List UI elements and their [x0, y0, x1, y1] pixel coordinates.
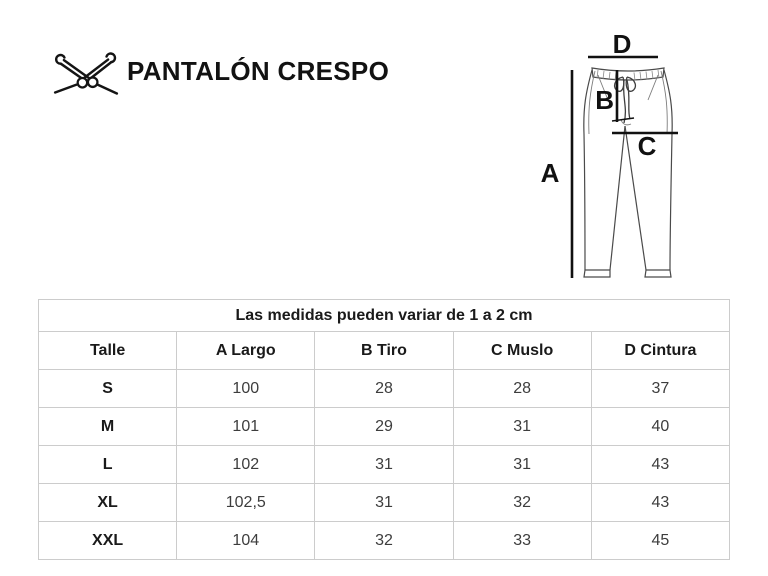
- measure-value: 33: [452, 521, 592, 560]
- column-header-talle: Talle: [37, 331, 178, 370]
- table-row-xxl: XXL 104 32 33 45: [37, 521, 731, 560]
- table-caption: Las medidas pueden variar de 1 a 2 cm: [38, 299, 730, 332]
- size-table: Las medidas pueden variar de 1 a 2 cm Ta…: [37, 299, 731, 560]
- size-label: L: [37, 445, 178, 484]
- measure-value: 29: [314, 407, 454, 446]
- measure-value: 28: [452, 369, 592, 408]
- measurement-lines: [570, 55, 678, 278]
- measure-value: 101: [176, 407, 316, 446]
- measure-value: 43: [590, 445, 731, 484]
- measure-value: 31: [314, 445, 454, 484]
- measure-value: 32: [314, 521, 454, 560]
- measure-value: 31: [314, 483, 454, 522]
- measure-value: 31: [452, 445, 592, 484]
- pants-outline: [583, 67, 673, 278]
- size-label: XL: [37, 483, 178, 522]
- column-header-cintura: D Cintura: [590, 331, 731, 370]
- diagram-label-c: C: [638, 131, 657, 161]
- measure-value: 28: [314, 369, 454, 408]
- measure-value: 104: [176, 521, 316, 560]
- table-row-m: M 101 29 31 40: [37, 407, 731, 446]
- measure-value: 40: [590, 407, 731, 446]
- diagram-label-b: B: [595, 85, 614, 115]
- diagram-label-a: A: [541, 158, 560, 188]
- measure-value: 43: [590, 483, 731, 522]
- diagram-label-d: D: [613, 29, 632, 59]
- measure-value: 45: [590, 521, 731, 560]
- measure-value: 102,5: [176, 483, 316, 522]
- column-header-tiro: B Tiro: [314, 331, 454, 370]
- crossed-safety-pins-icon: [53, 52, 119, 95]
- table-row-xl: XL 102,5 31 32 43: [37, 483, 731, 522]
- size-label: S: [37, 369, 178, 408]
- page-title: PANTALÓN CRESPO: [127, 56, 390, 86]
- measure-value: 37: [590, 369, 731, 408]
- measure-value: 102: [176, 445, 316, 484]
- table-row-l: L 102 31 31 43: [37, 445, 731, 484]
- size-label: XXL: [37, 521, 178, 560]
- column-header-largo: A Largo: [176, 331, 316, 370]
- measure-value: 31: [452, 407, 592, 446]
- table-row-s: S 100 28 28 37: [37, 369, 731, 408]
- column-header-muslo: C Muslo: [452, 331, 592, 370]
- size-label: M: [37, 407, 178, 446]
- table-caption-row: Las medidas pueden variar de 1 a 2 cm: [38, 299, 730, 332]
- pants-measurement-diagram: D A B C: [541, 29, 678, 278]
- table-header-row: Talle A Largo B Tiro C Muslo D Cintura: [37, 331, 731, 370]
- measure-value: 32: [452, 483, 592, 522]
- measure-value: 100: [176, 369, 316, 408]
